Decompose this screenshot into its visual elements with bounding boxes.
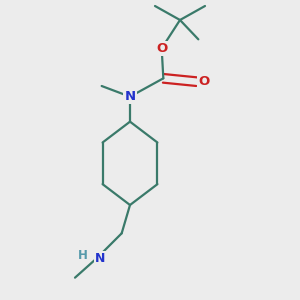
- Text: H: H: [78, 249, 88, 262]
- Text: N: N: [124, 90, 136, 103]
- Text: O: O: [198, 75, 210, 88]
- Text: N: N: [95, 252, 105, 265]
- Text: O: O: [156, 42, 167, 55]
